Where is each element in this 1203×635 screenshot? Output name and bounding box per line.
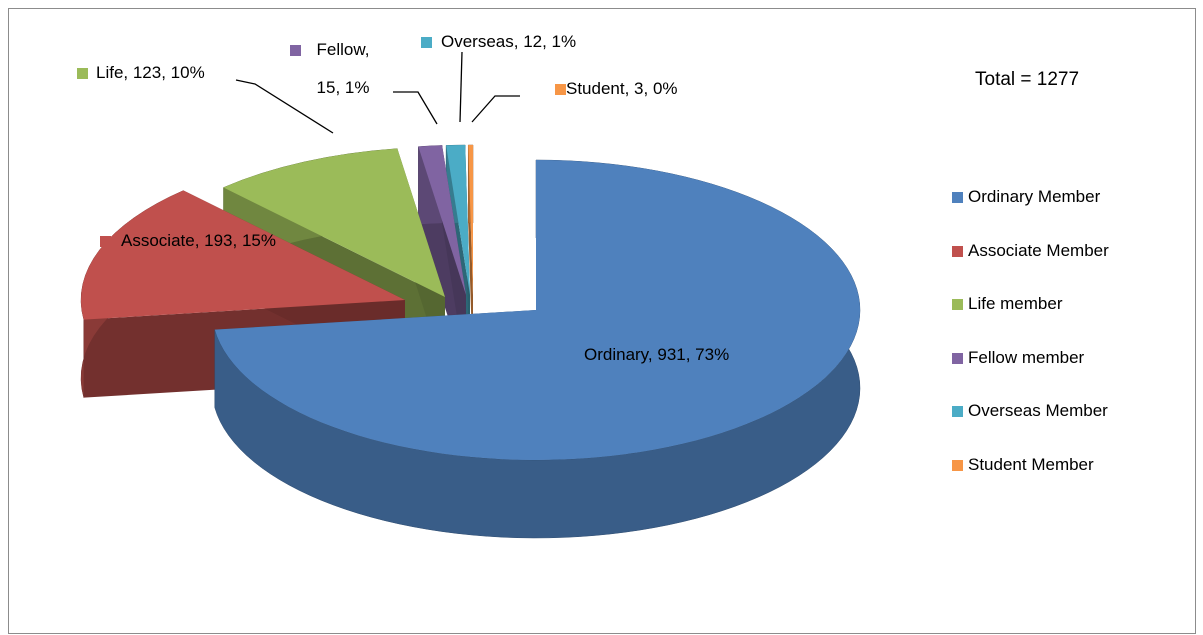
legend-marker <box>952 352 963 364</box>
leader-line <box>459 51 463 123</box>
legend-label: Fellow member <box>968 347 1085 367</box>
slice <box>468 145 473 295</box>
legend-label: Associate Member <box>968 240 1109 260</box>
leader-lines <box>235 51 520 134</box>
slice <box>80 190 405 320</box>
legend-marker <box>952 192 963 203</box>
leader-line <box>235 79 334 134</box>
legend-label: Student Member <box>968 454 1094 474</box>
data-label: Student, 3, 0% <box>566 79 678 98</box>
slice <box>214 159 861 539</box>
data-label: Fellow, 15, 1% <box>316 40 370 97</box>
leader-line <box>471 95 520 123</box>
legend-label: Overseas Member <box>968 401 1108 420</box>
total-annotation: Total = 1277 <box>975 69 1080 90</box>
data-label: Overseas, 12, 1% <box>441 32 577 51</box>
slice <box>446 145 470 295</box>
label-marker <box>100 236 111 247</box>
data-label: Ordinary, 931, 73% <box>584 345 730 364</box>
label-marker <box>77 68 88 79</box>
legend-label: Life member <box>968 294 1063 313</box>
legend-marker <box>952 299 963 310</box>
slice <box>223 148 445 297</box>
legend-marker <box>952 406 963 417</box>
label-marker <box>421 37 432 48</box>
data-label: Associate, 193, 15% <box>121 231 276 250</box>
slice <box>214 160 860 461</box>
slice <box>418 145 466 295</box>
label-marker <box>555 84 566 95</box>
legend-marker <box>952 459 963 471</box>
legend-marker <box>952 245 963 257</box>
leader-line <box>393 91 438 125</box>
frame <box>8 8 1196 634</box>
label-marker <box>290 45 301 56</box>
legend-label: Ordinary Member <box>968 187 1101 206</box>
pie <box>80 144 861 539</box>
data-label: Life, 123, 10% <box>96 63 205 82</box>
